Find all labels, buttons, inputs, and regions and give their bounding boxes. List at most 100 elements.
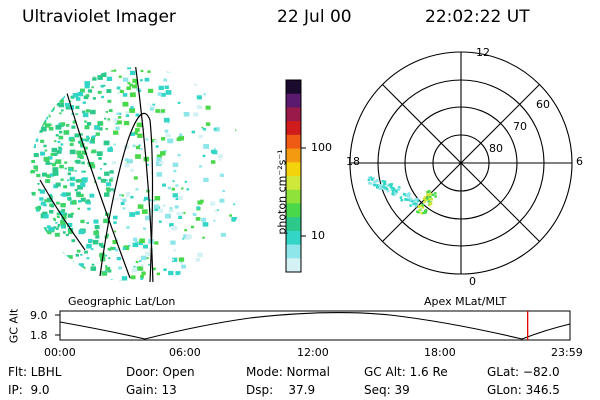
colorbar-swatch (286, 80, 301, 95)
aurora-pixel (61, 209, 66, 213)
aurora-pixel (101, 271, 108, 276)
aurora-pixel (160, 109, 166, 113)
aurora-pixel (91, 248, 94, 251)
aurora-pixel (198, 134, 203, 139)
aurora-pixel (183, 112, 190, 117)
aurora-pixel (186, 234, 192, 239)
aurora-pixel (392, 193, 396, 197)
aurora-pixel (186, 188, 190, 191)
aurora-pixel (91, 274, 95, 278)
aurora-pixel (128, 244, 131, 247)
colorbar-tick-label: 100 (311, 141, 332, 154)
aurora-pixel (102, 179, 105, 182)
aurora-pixel (394, 192, 397, 196)
aurora-pixel (58, 267, 62, 270)
aurora-pixel (44, 97, 50, 102)
aurora-pixel (412, 201, 416, 205)
aurora-pixel (112, 197, 116, 201)
aurora-pixel (66, 84, 69, 87)
aurora-pixel (179, 133, 183, 137)
aurora-pixel (107, 99, 112, 103)
info-glat: GLat: −82.0 (487, 365, 560, 379)
aurora-pixel (94, 225, 100, 229)
aurora-pixel (93, 287, 95, 289)
aurora-pixel (132, 242, 139, 248)
aurora-pixel (33, 76, 39, 81)
aurora-pixel (157, 92, 162, 96)
aurora-pixel (30, 270, 36, 275)
aurora-pixel (73, 282, 78, 283)
aurora-pixel (176, 212, 181, 216)
aurora-pixel (50, 82, 56, 87)
aurora-pixel (62, 231, 66, 234)
aurora-pixel (89, 141, 93, 144)
aurora-pixel (96, 151, 103, 157)
aurora-pixel (35, 169, 38, 172)
timeline-ytick: 1.8 (30, 329, 48, 342)
aurora-pixel (404, 198, 408, 201)
aurora-pixel (49, 193, 53, 197)
aurora-pixel (213, 219, 216, 222)
aurora-pixel (93, 219, 99, 224)
aurora-pixel (115, 248, 119, 252)
aurora-pixel (35, 83, 41, 89)
aurora-pixel (194, 83, 198, 86)
aurora-pixel (118, 75, 122, 78)
time-label: 22:02:22 UT (425, 7, 530, 27)
aurora-pixel (106, 182, 112, 187)
aurora-pixel (74, 64, 77, 66)
aurora-pixel (138, 144, 141, 147)
aurora-pixel (219, 91, 223, 94)
aurora-pixel (196, 104, 202, 109)
aurora-pixel (67, 213, 73, 218)
aurora-pixel (218, 158, 222, 161)
aurora-pixel (423, 200, 426, 204)
aurora-pixel (50, 195, 53, 198)
aurora-pixel (69, 263, 72, 266)
info-flt: Flt: LBHL (8, 365, 62, 379)
aurora-pixel (33, 240, 38, 244)
aurora-pixel (390, 187, 393, 191)
grid-line (39, 179, 86, 251)
polar-hour-label: 6 (576, 155, 583, 168)
aurora-pixel (400, 199, 403, 202)
aurora-pixel (79, 141, 82, 144)
aurora-pixel (122, 101, 129, 107)
colorbar-swatch (286, 93, 301, 108)
aurora-pixel (83, 95, 89, 100)
aurora-pixel (87, 137, 90, 140)
aurora-pixel (191, 130, 196, 134)
aurora-pixel (140, 148, 143, 150)
aurora-pixel (196, 206, 201, 210)
aurora-pixel (131, 268, 138, 273)
aurora-pixel (86, 200, 91, 205)
aurora-pixel (98, 127, 103, 131)
aurora-pixel (146, 257, 149, 259)
aurora-pixel (126, 86, 131, 91)
aurora-pixel (122, 93, 128, 97)
aurora-pixel (30, 227, 35, 231)
aurora-pixel (177, 153, 181, 157)
aurora-pixel (52, 275, 57, 279)
aurora-pixel (100, 67, 104, 71)
aurora-pixel (409, 198, 413, 201)
aurora-pixel (41, 124, 44, 127)
aurora-pixel (171, 187, 176, 191)
aurora-pixel (60, 178, 64, 181)
altitude-timeline (55, 310, 571, 341)
aurora-pixel (33, 165, 38, 170)
aurora-pixel (81, 73, 86, 77)
aurora-pixel (103, 162, 107, 166)
aurora-pixel (135, 188, 139, 191)
aurora-pixel (67, 179, 70, 182)
aurora-pixel (77, 207, 81, 210)
aurora-pixel (81, 266, 86, 270)
aurora-pixel (31, 239, 35, 243)
aurora-pixel (146, 164, 149, 166)
aurora-pixel (122, 198, 127, 203)
grid-line (134, 67, 154, 283)
aurora-pixel (89, 193, 95, 198)
aurora-pixel (158, 85, 164, 90)
polar-plot (349, 51, 573, 275)
aurora-pixel (30, 273, 33, 276)
